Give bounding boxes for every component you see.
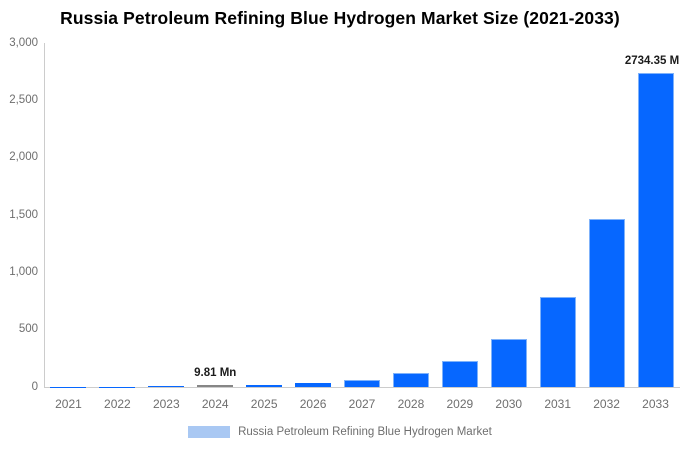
x-axis-tick-2028: 2028 — [397, 397, 425, 411]
legend-swatch — [188, 426, 231, 438]
bar-2031[interactable] — [539, 297, 576, 387]
y-axis-tick-1000: 1,000 — [9, 265, 38, 278]
x-axis-tick-2021: 2021 — [55, 397, 82, 411]
x-axis-tick-2030: 2030 — [495, 397, 523, 411]
bar-2033[interactable] — [637, 73, 674, 387]
bar-2030[interactable] — [490, 339, 527, 387]
y-axis-tick-500: 500 — [18, 323, 38, 336]
x-axis-tick-2024: 2024 — [201, 397, 229, 411]
y-axis-tick-0: 0 — [31, 380, 38, 393]
bar-2027[interactable] — [344, 379, 380, 387]
x-axis-tick-2025: 2025 — [250, 397, 278, 411]
bar-2028[interactable] — [392, 373, 429, 387]
x-axis-tick-2022: 2022 — [104, 397, 131, 411]
x-axis-tick-2031: 2031 — [544, 397, 572, 411]
bar-2024[interactable] — [197, 385, 234, 387]
x-axis-tick-2029: 2029 — [446, 397, 474, 411]
x-axis-tick-2032: 2032 — [593, 397, 620, 411]
y-axis-tick-3000: 3,000 — [9, 36, 38, 49]
bar-2023[interactable] — [148, 386, 185, 387]
x-axis-tick-2026: 2026 — [299, 397, 327, 411]
bar-2026[interactable] — [295, 383, 332, 387]
bar-2032[interactable] — [588, 219, 625, 387]
y-axis-tick-1500: 1,500 — [9, 208, 38, 221]
bar-2029[interactable] — [441, 361, 478, 387]
plot-area — [44, 43, 680, 388]
x-axis-tick-2027: 2027 — [348, 397, 376, 411]
bar-value-label-2033: 2734.35 Mn — [624, 55, 680, 68]
chart-title: Russia Petroleum Refining Blue Hydrogen … — [60, 8, 620, 28]
y-axis-tick-2500: 2,500 — [9, 93, 38, 106]
x-axis-tick-2023: 2023 — [152, 397, 180, 411]
bar-value-label-2024: 9.81 Mn — [194, 367, 237, 379]
legend-label: Russia Petroleum Refining Blue Hydrogen … — [238, 426, 492, 438]
legend[interactable]: Russia Petroleum Refining Blue Hydrogen … — [0, 426, 680, 438]
bar-2025[interactable] — [246, 384, 283, 387]
y-axis-tick-2000: 2,000 — [9, 151, 38, 164]
x-axis-tick-2033: 2033 — [642, 397, 669, 411]
